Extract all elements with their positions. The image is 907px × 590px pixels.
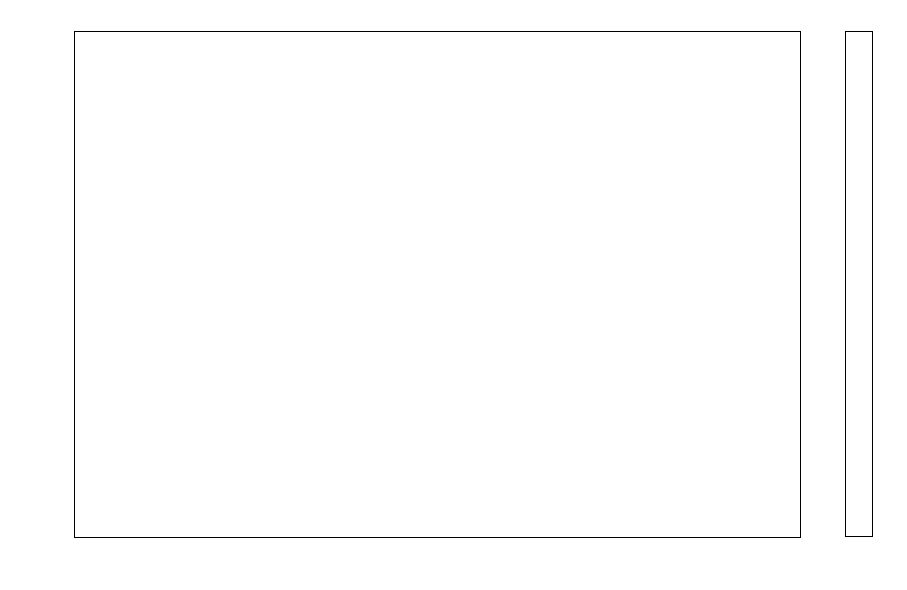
colorbar <box>845 31 873 537</box>
heatmap-canvas <box>75 32 800 537</box>
heatmap-axes <box>74 31 801 538</box>
colorbar-canvas <box>846 32 872 536</box>
